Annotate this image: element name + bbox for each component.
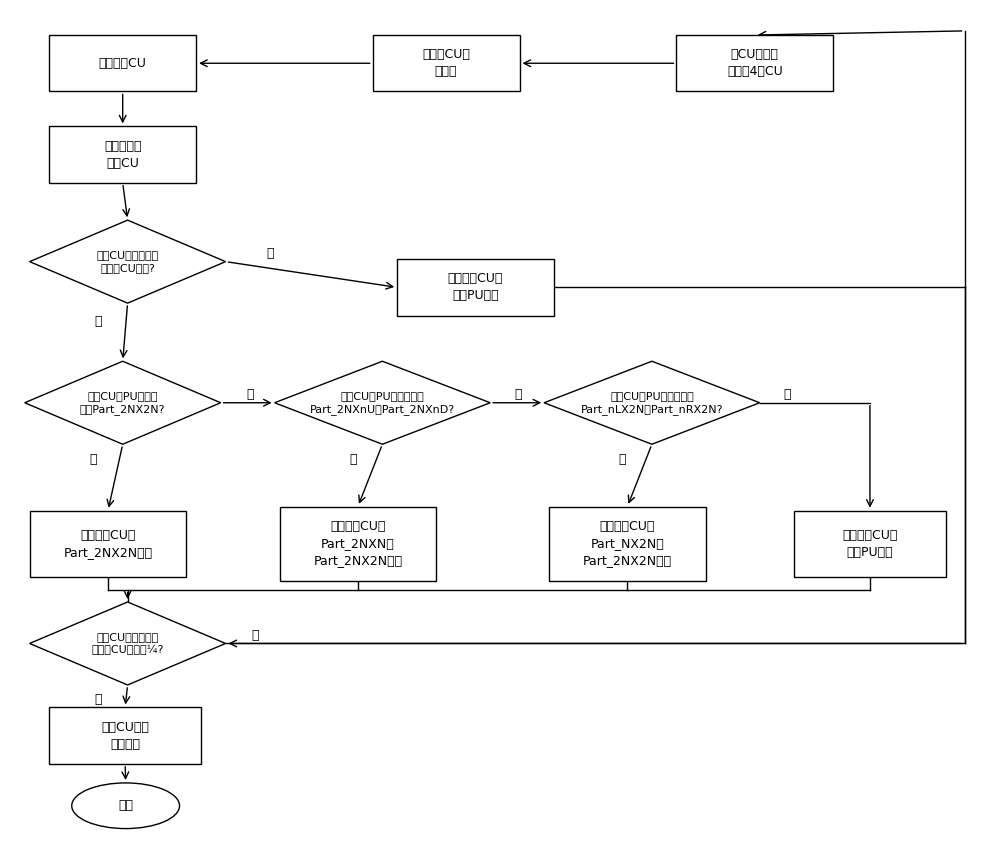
FancyBboxPatch shape [49, 126, 196, 183]
FancyBboxPatch shape [30, 511, 186, 577]
Text: 当前CU尺寸是否小
于对应CU尺寸?: 当前CU尺寸是否小 于对应CU尺寸? [96, 250, 159, 274]
Text: 否: 否 [514, 388, 521, 401]
FancyBboxPatch shape [794, 511, 946, 577]
FancyBboxPatch shape [676, 35, 833, 91]
Text: 检测当前CU的
所有PU模式: 检测当前CU的 所有PU模式 [842, 529, 898, 559]
Text: 找到前一帧
对应CU: 找到前一帧 对应CU [104, 140, 141, 169]
Text: 否: 否 [266, 246, 273, 260]
FancyBboxPatch shape [280, 507, 436, 581]
Text: 检测当前CU的
Part_NX2N及
Part_2NX2N模式: 检测当前CU的 Part_NX2N及 Part_2NX2N模式 [583, 520, 672, 567]
Text: 检测当前CU的
所有PU模式: 检测当前CU的 所有PU模式 [448, 273, 503, 302]
FancyBboxPatch shape [549, 507, 706, 581]
Text: 检测当前CU的
Part_2NX2N模式: 检测当前CU的 Part_2NX2N模式 [63, 529, 153, 559]
Polygon shape [30, 602, 226, 685]
Text: 否: 否 [251, 628, 259, 642]
Text: 终止CU的四
叉树划分: 终止CU的四 叉树划分 [101, 721, 149, 750]
Text: 对应CU的PU模式是
否为Part_2NX2N?: 对应CU的PU模式是 否为Part_2NX2N? [80, 390, 165, 415]
FancyBboxPatch shape [373, 35, 520, 91]
Polygon shape [544, 361, 760, 444]
FancyBboxPatch shape [397, 259, 554, 316]
Text: 将CU四叉树
划分为4个CU: 将CU四叉树 划分为4个CU [727, 48, 783, 78]
Text: 编码当前CU: 编码当前CU [99, 57, 147, 69]
Text: 检测当前CU的
Part_2NXN及
Part_2NX2N模式: 检测当前CU的 Part_2NXN及 Part_2NX2N模式 [313, 520, 402, 567]
Text: 对应CU的PU模式是否为
Part_nLX2N或Part_nRX2N?: 对应CU的PU模式是否为 Part_nLX2N或Part_nRX2N? [581, 390, 723, 415]
Text: 是: 是 [94, 315, 102, 328]
Text: 对应CU的PU模式是否为
Part_2NXnU或Part_2NXnD?: 对应CU的PU模式是否为 Part_2NXnU或Part_2NXnD? [310, 390, 455, 415]
Polygon shape [30, 220, 226, 303]
FancyBboxPatch shape [49, 35, 196, 91]
Text: 是: 是 [90, 452, 97, 466]
Polygon shape [25, 361, 221, 444]
Text: 否: 否 [246, 388, 254, 401]
Polygon shape [275, 361, 490, 444]
Text: 当前CU尺寸是否小
于对应CU尺寸的¼?: 当前CU尺寸是否小 于对应CU尺寸的¼? [91, 632, 164, 656]
Text: 否: 否 [783, 388, 791, 401]
Text: 是: 是 [619, 452, 626, 466]
Text: 是: 是 [94, 694, 102, 706]
FancyBboxPatch shape [49, 707, 201, 764]
Text: 对每个CU进
行编码: 对每个CU进 行编码 [422, 48, 470, 78]
Ellipse shape [72, 783, 180, 828]
Text: 结束: 结束 [118, 800, 133, 812]
Text: 是: 是 [349, 452, 357, 466]
